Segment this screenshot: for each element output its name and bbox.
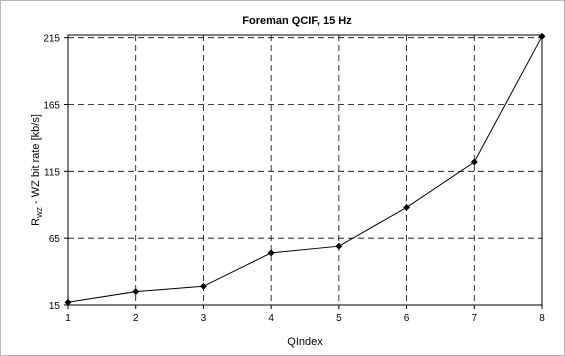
y-axis-label-rest: - WZ bit rate [kb/s] (30, 114, 42, 207)
y-tick-label: 215 (43, 34, 60, 45)
grid-lines (68, 35, 542, 305)
x-tick-label: 5 (336, 313, 342, 324)
y-axis-label-subscript: WZ (37, 206, 44, 218)
plot-area (67, 34, 543, 306)
x-tick-label: 8 (539, 313, 545, 324)
data-point (132, 288, 140, 296)
x-tick-labels: 1 2 3 4 5 6 7 8 (65, 305, 545, 324)
chart-title: Foreman QCIF, 15 Hz (242, 15, 352, 27)
y-tick-label: 65 (49, 234, 61, 245)
y-tick-label: 115 (44, 167, 60, 178)
y-axis-label: RWZ - WZ bit rate [kb/s] (30, 114, 44, 226)
x-tick-label: 4 (268, 313, 274, 324)
y-tick-label: 15 (49, 301, 61, 312)
data-point (538, 32, 546, 40)
data-points (64, 32, 546, 306)
data-point (64, 298, 72, 306)
x-tick-label: 3 (201, 313, 207, 324)
data-point (470, 158, 478, 166)
x-tick-label: 2 (133, 313, 139, 324)
data-point (403, 203, 411, 211)
data-point (335, 242, 343, 250)
data-point (199, 282, 207, 290)
series-line (67, 36, 543, 303)
x-tick-label: 6 (404, 313, 410, 324)
x-tick-label: 7 (472, 313, 478, 324)
y-tick-labels: 15 65 115 165 215 (43, 34, 68, 312)
x-axis-label: QIndex (287, 336, 323, 348)
x-tick-label: 1 (65, 313, 71, 324)
data-point (267, 249, 275, 257)
y-axis-label-main: R (30, 218, 42, 226)
y-tick-label: 165 (43, 101, 60, 112)
